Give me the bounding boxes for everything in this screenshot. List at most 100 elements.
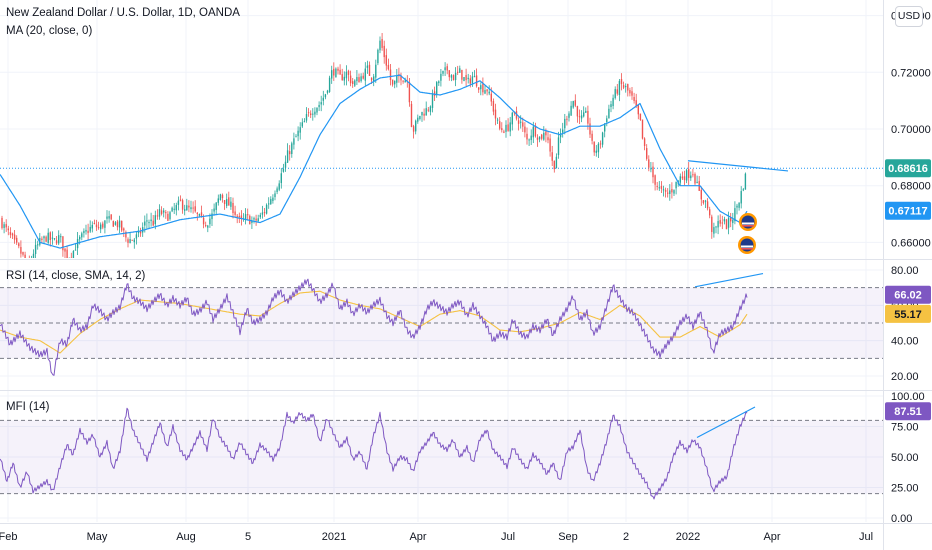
symbol-legend[interactable]: New Zealand Dollar / U.S. Dollar, 1D, OA… bbox=[6, 7, 240, 19]
candle-body bbox=[186, 205, 188, 211]
candle-body bbox=[97, 227, 100, 229]
rsi-trendline bbox=[694, 272, 764, 288]
rsi-tick: 80.00 bbox=[891, 265, 919, 277]
candle-body bbox=[654, 175, 656, 185]
candle-body bbox=[641, 119, 644, 139]
candle-body bbox=[184, 209, 186, 211]
candle-body bbox=[198, 213, 201, 216]
candle-body bbox=[543, 132, 545, 140]
candle-body bbox=[601, 132, 604, 145]
candle-body bbox=[595, 150, 597, 153]
candle-body bbox=[85, 229, 87, 232]
candle-body bbox=[278, 183, 280, 190]
candle-body bbox=[127, 239, 129, 243]
rsi-legend[interactable]: RSI (14, close, SMA, 14, 2) bbox=[6, 270, 146, 282]
candle-body bbox=[276, 188, 278, 192]
candle-body bbox=[394, 80, 396, 85]
candle-body bbox=[616, 89, 618, 94]
candle-body bbox=[37, 244, 39, 246]
trendlines[interactable] bbox=[687, 160, 789, 439]
time-tick: Jul bbox=[501, 531, 515, 543]
candle-body bbox=[507, 124, 509, 131]
candle-body bbox=[480, 85, 482, 90]
candle-body bbox=[658, 187, 660, 189]
candle-body bbox=[337, 68, 339, 71]
candle-body bbox=[358, 77, 360, 83]
candle-body bbox=[744, 173, 747, 190]
candle-body bbox=[221, 194, 224, 199]
indicator-bands bbox=[0, 167, 883, 495]
us-event-icon[interactable] bbox=[738, 236, 756, 254]
candle-body bbox=[570, 105, 572, 116]
rsi-line bbox=[0, 278, 748, 376]
candle-body bbox=[175, 205, 177, 211]
candle-body bbox=[303, 121, 306, 123]
candle-body bbox=[95, 224, 98, 228]
candle-body bbox=[478, 87, 480, 90]
candle-body bbox=[501, 128, 503, 131]
candle-body bbox=[104, 220, 106, 228]
candle-body bbox=[322, 97, 324, 101]
mfi-line bbox=[0, 407, 748, 500]
candle-body bbox=[412, 126, 415, 132]
time-tick: 2022 bbox=[676, 531, 700, 543]
candle-body bbox=[293, 138, 295, 145]
candle-body bbox=[295, 136, 297, 138]
candle-body bbox=[289, 151, 291, 155]
candle-body bbox=[669, 190, 671, 194]
time-tick: 2 bbox=[623, 531, 629, 543]
candle-body bbox=[368, 64, 371, 76]
candle-body bbox=[530, 135, 532, 141]
candle-body bbox=[631, 91, 633, 96]
candle-body bbox=[452, 75, 455, 81]
candle-body bbox=[709, 209, 711, 216]
candle-body bbox=[700, 189, 702, 200]
candle-body bbox=[723, 219, 726, 222]
candle-body bbox=[461, 69, 463, 80]
time-axis[interactable]: Feb May Aug 5 2021 Apr Jul Sep 2 2022 Apr Jul bbox=[0, 531, 873, 543]
candle-body bbox=[740, 191, 742, 204]
candle-body bbox=[47, 232, 49, 243]
candle-body bbox=[60, 236, 62, 238]
candle-body bbox=[114, 222, 117, 225]
currency-button[interactable]: USD bbox=[895, 6, 923, 27]
price-tick: 0.66000 bbox=[891, 237, 931, 249]
candle-body bbox=[572, 101, 574, 108]
candle-body bbox=[110, 214, 112, 220]
event-flag-stripe bbox=[742, 222, 754, 225]
candle-body bbox=[713, 227, 715, 234]
candle-body bbox=[299, 127, 301, 133]
mfi-legend[interactable]: MFI (14) bbox=[6, 401, 50, 413]
candle-body bbox=[207, 225, 209, 228]
candle-body bbox=[383, 45, 385, 58]
candle-body bbox=[438, 81, 440, 84]
candle-body bbox=[696, 181, 698, 184]
candle-body bbox=[683, 176, 686, 181]
candle-body bbox=[1, 217, 3, 229]
candle-body bbox=[702, 200, 705, 204]
candle-body bbox=[87, 230, 89, 234]
ma-legend[interactable]: MA (20, close, 0) bbox=[6, 25, 93, 37]
candle-body bbox=[671, 189, 673, 193]
candle-body bbox=[578, 116, 581, 118]
candle-body bbox=[165, 212, 167, 214]
candle-body bbox=[667, 192, 669, 194]
candle-body bbox=[391, 79, 394, 85]
candle-body bbox=[576, 106, 579, 117]
candle-body bbox=[604, 123, 606, 132]
candle-body bbox=[192, 207, 194, 209]
candle-body bbox=[402, 80, 404, 82]
candle-body bbox=[211, 213, 213, 220]
candle-body bbox=[738, 202, 740, 208]
candle-body bbox=[457, 71, 459, 73]
price-tick: 0.70000 bbox=[891, 124, 931, 136]
price-axis[interactable]: 0.740000.720000.700000.680000.6600080.00… bbox=[891, 11, 931, 525]
candle-body bbox=[261, 212, 264, 215]
candle-body bbox=[730, 217, 732, 222]
candle-body bbox=[255, 218, 257, 221]
event-markers[interactable] bbox=[738, 213, 757, 254]
candle-body bbox=[58, 235, 60, 244]
nz-event-icon[interactable] bbox=[739, 213, 757, 231]
